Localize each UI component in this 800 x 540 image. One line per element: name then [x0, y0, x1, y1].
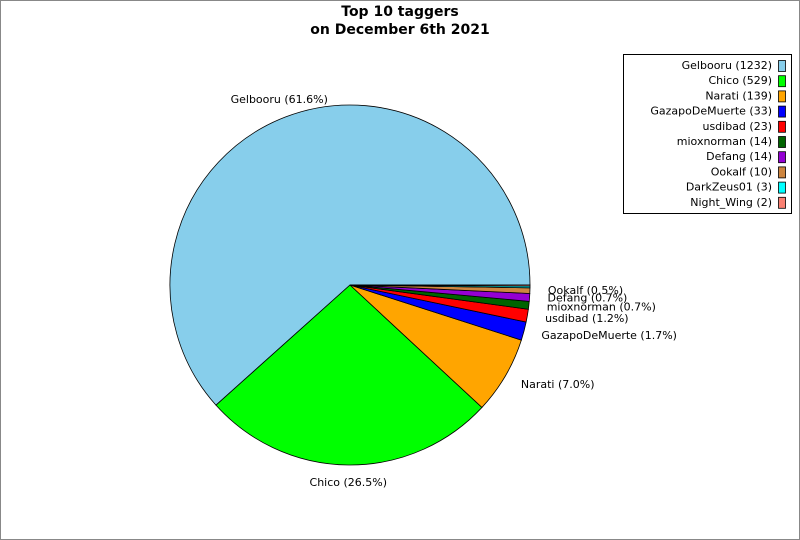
legend-swatch [778, 60, 786, 72]
slice-label: Narati (7.0%) [521, 378, 595, 391]
legend-swatch [778, 105, 786, 118]
pie-slice [169, 104, 531, 406]
slice-label: usdibad (1.2%) [545, 312, 628, 325]
legend-label: Narati (139) [705, 89, 772, 102]
legend-swatch [778, 196, 786, 209]
pie-slice [215, 284, 483, 466]
legend-label: Ookalf (10) [711, 165, 772, 178]
legend-label: Night_Wing (2) [690, 196, 772, 209]
chart-title: Top 10 taggers [341, 4, 458, 20]
legend-label: usdibad (23) [702, 120, 772, 133]
legend-swatch [778, 120, 786, 133]
slice-label: Defang (0.7%) [548, 292, 628, 305]
legend-swatch [778, 90, 786, 103]
legend-label: mioxnorman (14) [677, 135, 772, 148]
slice-label: Ookalf (0.5%) [548, 284, 623, 297]
slice-label: mioxnorman (0.7%) [547, 300, 656, 313]
chart-title: on December 6th 2021 [310, 22, 490, 38]
pie-slice [349, 284, 531, 287]
legend-label: Chico (529) [708, 74, 772, 87]
legend-label: DarkZeus01 (3) [686, 181, 772, 194]
slice-label: Gelbooru (61.6%) [231, 93, 328, 106]
legend-box [623, 54, 792, 214]
legend-swatch [778, 151, 786, 164]
legend-swatch [778, 181, 786, 194]
slice-label: GazapoDeMuerte (1.7%) [541, 329, 677, 342]
legend-label: GazapoDeMuerte (33) [650, 105, 772, 118]
legend-swatch [778, 136, 786, 148]
legend-label: Gelbooru (1232) [682, 59, 772, 72]
legend-swatch [778, 166, 786, 179]
slice-label: Chico (26.5%) [310, 476, 388, 489]
legend-swatch [778, 75, 786, 88]
legend-label: Defang (14) [706, 150, 772, 163]
